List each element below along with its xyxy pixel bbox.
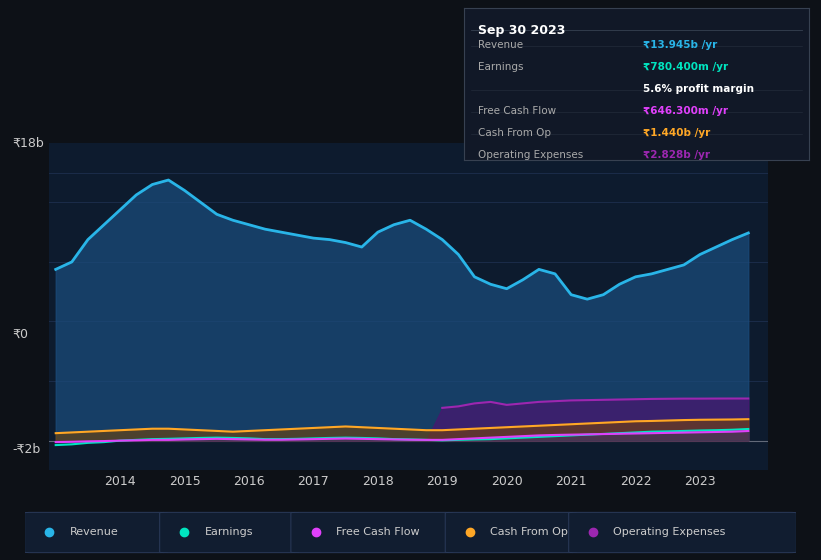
FancyBboxPatch shape bbox=[445, 512, 576, 553]
Text: Free Cash Flow: Free Cash Flow bbox=[336, 527, 420, 537]
Text: Revenue: Revenue bbox=[70, 527, 118, 537]
Text: -₹2b: -₹2b bbox=[12, 442, 40, 455]
FancyBboxPatch shape bbox=[569, 512, 796, 553]
Text: ₹13.945b /yr: ₹13.945b /yr bbox=[643, 40, 718, 50]
FancyBboxPatch shape bbox=[291, 512, 453, 553]
FancyBboxPatch shape bbox=[25, 512, 167, 553]
FancyBboxPatch shape bbox=[159, 512, 299, 553]
Text: ₹2.828b /yr: ₹2.828b /yr bbox=[643, 150, 710, 160]
Text: Cash From Op: Cash From Op bbox=[490, 527, 568, 537]
Text: ₹0: ₹0 bbox=[12, 328, 28, 340]
Text: Revenue: Revenue bbox=[478, 40, 523, 50]
Text: ₹18b: ₹18b bbox=[12, 137, 44, 150]
Text: ₹780.400m /yr: ₹780.400m /yr bbox=[643, 62, 728, 72]
Text: Operating Expenses: Operating Expenses bbox=[478, 150, 583, 160]
Text: Free Cash Flow: Free Cash Flow bbox=[478, 106, 556, 116]
Text: Earnings: Earnings bbox=[478, 62, 523, 72]
Text: Sep 30 2023: Sep 30 2023 bbox=[478, 24, 565, 36]
Text: Operating Expenses: Operating Expenses bbox=[613, 527, 726, 537]
Text: Earnings: Earnings bbox=[204, 527, 253, 537]
Text: ₹646.300m /yr: ₹646.300m /yr bbox=[643, 106, 728, 116]
Text: 5.6% profit margin: 5.6% profit margin bbox=[643, 84, 754, 94]
Text: ₹1.440b /yr: ₹1.440b /yr bbox=[643, 128, 710, 138]
Text: Cash From Op: Cash From Op bbox=[478, 128, 551, 138]
